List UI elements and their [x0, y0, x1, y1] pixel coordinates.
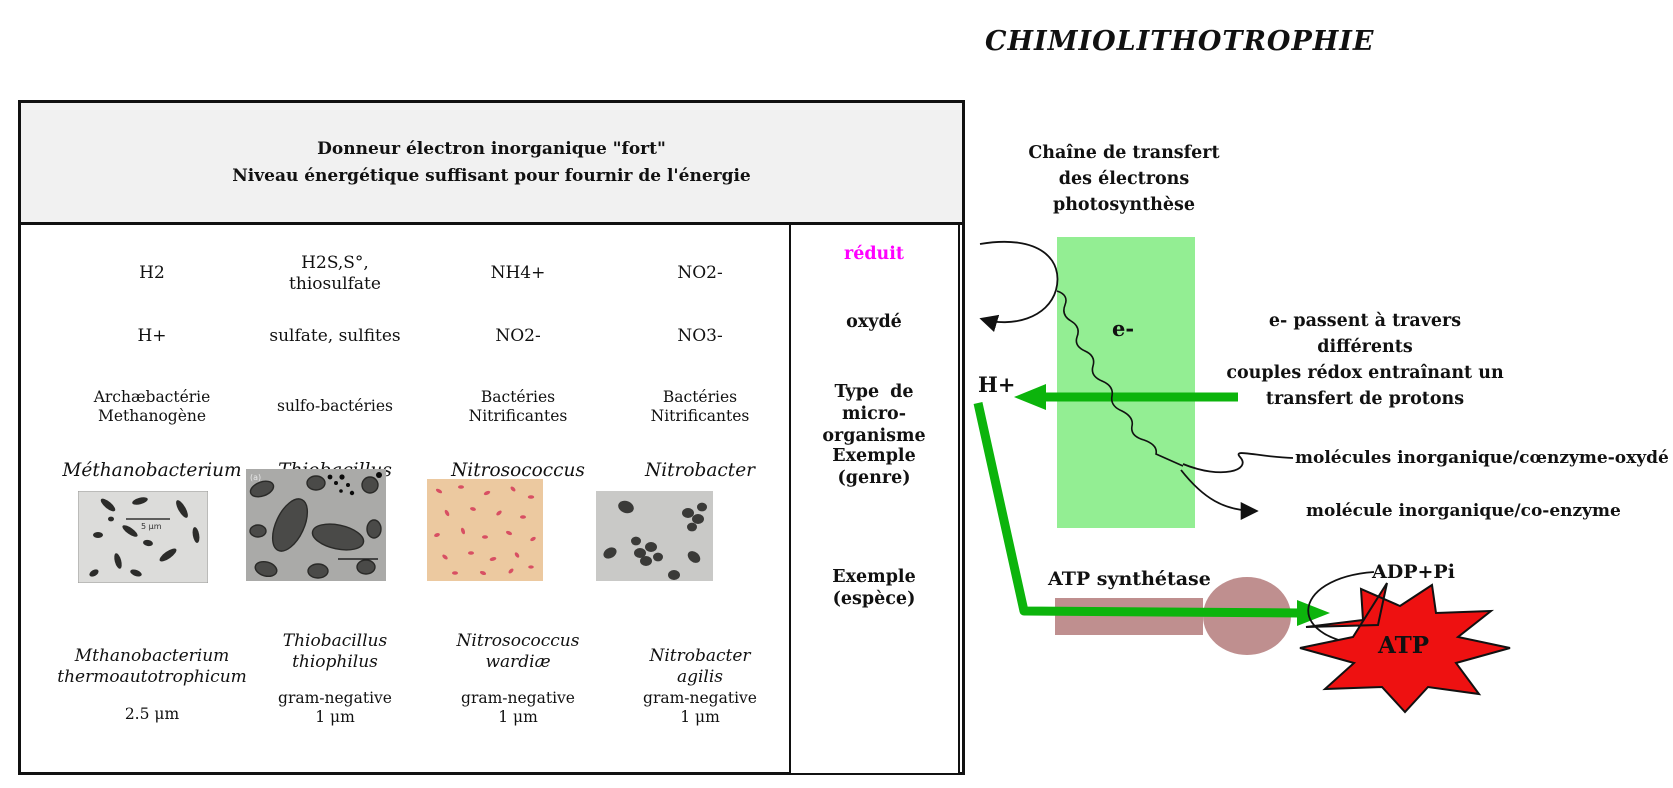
oxidized-no2: NO2- [495, 326, 541, 347]
proton-flow-arrows [973, 384, 1330, 626]
chemolithotrophy-diagram-canvas [973, 237, 1511, 714]
row-label-type: Type de micro-organisme [822, 382, 926, 446]
electron-donor-table: Donneur électron inorganique "fort" Nive… [18, 100, 965, 775]
proton-label: H+ [978, 372, 1016, 397]
molecule-reduced-label: molécule inorganique/co-enzyme [1306, 501, 1621, 521]
atp-starburst [1299, 582, 1511, 714]
row-label-genus: Exemple (genre) [832, 446, 916, 488]
oxidized-sulfate: sulfate, sulfites [269, 326, 401, 347]
oxidized-h-plus: H+ [137, 326, 167, 347]
donor-nh4: NH4+ [490, 263, 546, 284]
to-reduced-molecule-arrow [1180, 469, 1259, 520]
table-header: Donneur électron inorganique "fort" Nive… [21, 103, 962, 225]
row-label-reduced: réduit [843, 244, 905, 265]
atp-synthase-label: ATP synthétase [1048, 568, 1211, 590]
reduced-to-oxidized-arrow [979, 240, 1059, 333]
right-arrowhead [1297, 600, 1330, 626]
molecule-oxidized-label: molécules inorganique/cœnzyme-oxydé [1295, 448, 1669, 468]
diagram-title: CHIMIOLITHOTROPHIE [985, 26, 1375, 57]
micrograph-nitrobacter [596, 491, 713, 581]
donor-no2: NO2- [677, 263, 723, 284]
type-nitrifying-1: Bactéries Nitrificantes [468, 387, 568, 425]
size-col2: gram-negative 1 μm [278, 688, 392, 726]
donor-h2s: H2S,S°, thiosulfate [289, 252, 381, 294]
electron-wavy-path [1056, 290, 1184, 467]
panel-label: (a) [250, 473, 261, 482]
size-col1: 2.5 μm [124, 705, 180, 724]
scale-bar-label: 5 µm [141, 522, 162, 531]
genus-nitrobacter: Nitrobacter [645, 460, 755, 482]
genus-nitrosococcus: Nitrosococcus [451, 460, 585, 482]
genus-methanobacterium: Méthanobacterium [62, 460, 242, 482]
row-label-column [789, 223, 960, 775]
size-col3: gram-negative 1 μm [461, 688, 575, 726]
chain-label: Chaîne de transfert des électrons photos… [1028, 143, 1220, 215]
size-col4: gram-negative 1 μm [643, 688, 757, 726]
to-oxidized-molecule-line [1182, 452, 1294, 474]
micrograph-nitrosococcus [427, 479, 543, 581]
type-archaebacteria: Archæbactérie Methanogène [93, 387, 211, 425]
adp-pi-label: ADP+Pi [1372, 561, 1455, 583]
micrograph-methanobacterium: 5 µm [78, 491, 208, 583]
species-nitrosococcus: Nitrosococcus wardiæ [456, 630, 580, 672]
row-label-oxidized: oxydé [846, 312, 902, 333]
species-thiobacillus: Thiobacillus thiophilus [282, 630, 388, 672]
oxidized-no3: NO3- [677, 326, 723, 347]
species-methanobacterium: Mthanobacterium thermoautotrophicum [57, 645, 247, 687]
species-nitrobacter: Nitrobacter agilis [649, 645, 751, 687]
atp-label: ATP [1378, 632, 1429, 659]
micrograph-thiobacillus: (a) [246, 469, 386, 581]
left-arrowhead [1014, 384, 1046, 410]
row-label-species: Exemple (espèce) [832, 567, 916, 609]
donor-h2: H2 [139, 263, 165, 284]
electron-note: e- passent à travers différents couples … [1226, 311, 1504, 409]
membrane-rect [1057, 237, 1195, 528]
type-sulfo-bacteria: sulfo-bactéries [277, 397, 393, 416]
electron-label: e- [1112, 316, 1135, 341]
type-nitrifying-2: Bactéries Nitrificantes [650, 387, 750, 425]
